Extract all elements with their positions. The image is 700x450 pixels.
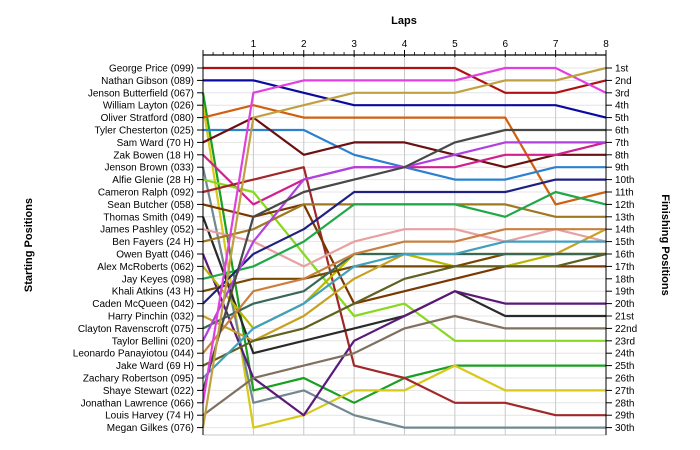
x-tick-label: 3: [351, 39, 357, 50]
finish-position-label: 14th: [615, 225, 634, 236]
finish-position-label: 17th: [615, 262, 634, 273]
driver-label: Taylor Bellini (020): [112, 336, 194, 347]
left-axis-title: Starting Positions: [23, 198, 35, 292]
finish-position-label: 15th: [615, 237, 634, 248]
driver-label: Clayton Ravenscroft (075): [78, 324, 194, 335]
finish-position-label: 5th: [615, 113, 629, 124]
driver-label: Zak Bowen (18 H): [113, 150, 194, 161]
series-line: [203, 66, 607, 94]
driver-label: Oliver Stratford (080): [101, 113, 194, 124]
finish-position-label: 8th: [615, 150, 629, 161]
x-tick-label: 7: [553, 39, 559, 50]
driver-label: Zachary Robertson (095): [83, 374, 194, 385]
driver-label: Tyler Chesterton (025): [95, 126, 195, 137]
finish-position-label: 28th: [615, 398, 634, 409]
finish-position-label: 25th: [615, 361, 634, 372]
driver-label: Jake Ward (69 H): [116, 361, 194, 372]
driver-label: William Layton (026): [103, 101, 194, 112]
driver-label: Sam Ward (70 H): [117, 138, 194, 149]
finish-position-label: 6th: [615, 126, 629, 137]
finish-position-label: 29th: [615, 411, 634, 422]
series-line: [202, 116, 606, 169]
finish-position-label: 21st: [615, 312, 634, 323]
series-line: [202, 240, 606, 379]
series-line: [202, 228, 606, 354]
driver-label: Ben Fayers (24 H): [112, 237, 194, 248]
series-line: [202, 166, 606, 417]
driver-label: Jonathan Lawrence (066): [81, 398, 194, 409]
series-line: [201, 166, 606, 429]
series-line: [202, 104, 607, 206]
x-axis-title: Laps: [391, 15, 417, 27]
series-line: [203, 79, 607, 119]
finish-position-label: 26th: [615, 374, 634, 385]
finish-position-label: 9th: [615, 163, 629, 174]
finish-position-label: 20th: [615, 299, 634, 310]
series-line: [201, 253, 606, 417]
driver-label: Thomas Smith (049): [103, 212, 194, 223]
axes: 1 2 3 4 5 6 7 8: [202, 39, 609, 435]
finish-position-label: 18th: [615, 274, 634, 285]
driver-label: Megan Gilkes (076): [107, 423, 194, 434]
series-line: [201, 66, 607, 403]
finish-position-label: 27th: [615, 386, 634, 397]
finish-position-label: 24th: [615, 349, 634, 360]
x-tick-label: 6: [502, 39, 508, 50]
driver-label: Alex McRoberts (062): [97, 262, 194, 273]
finish-position-label: 4th: [615, 101, 629, 112]
driver-label: Jenson Butterfield (067): [88, 88, 194, 99]
finish-position-label: 16th: [615, 250, 634, 261]
driver-label: Alfie Glenie (28 H): [112, 175, 194, 186]
driver-label: Caden McQueen (042): [92, 299, 194, 310]
driver-label: Leonardo Panayiotou (044): [73, 349, 194, 360]
x-tick-label: 4: [402, 39, 408, 50]
driver-label: Owen Byatt (046): [116, 250, 194, 261]
finish-position-label: 1st: [615, 64, 629, 75]
series-lines: [201, 66, 607, 429]
series-line: [202, 178, 606, 305]
finish-position-label: 30th: [615, 423, 634, 434]
driver-label: Sean Butcher (058): [107, 200, 194, 211]
series-line: [202, 314, 606, 417]
driver-label: George Price (099): [109, 64, 194, 75]
driver-label: Nathan Gibson (089): [101, 76, 194, 87]
labels: George Price (099)Nathan Gibson (089)Jen…: [73, 64, 637, 435]
series-line: [201, 105, 606, 429]
finish-position-label: 13th: [615, 212, 634, 223]
driver-label: Harry Pinchin (032): [108, 312, 194, 323]
x-tick-label: 8: [603, 39, 609, 50]
series-line: [202, 190, 607, 280]
series-line: [201, 66, 607, 428]
series-line: [201, 128, 606, 391]
driver-label: Khali Atkins (43 H): [112, 287, 194, 298]
finish-position-label: 22nd: [615, 324, 637, 335]
x-tick-label: 1: [251, 39, 257, 50]
driver-label: James Pashley (052): [100, 225, 194, 236]
driver-label: Shaye Stewart (022): [103, 386, 194, 397]
finish-position-label: 3rd: [615, 88, 629, 99]
finish-position-label: 23rd: [615, 336, 635, 347]
finish-position-label: 11th: [615, 188, 634, 199]
driver-label: Cameron Ralph (092): [98, 188, 194, 199]
series-line: [202, 228, 607, 268]
x-tick-label: 5: [452, 39, 458, 50]
finish-position-label: 2nd: [615, 76, 632, 87]
finish-position-label: 10th: [615, 175, 634, 186]
finish-position-label: 19th: [615, 287, 634, 298]
right-axis-title: Finishing Positions: [659, 194, 671, 295]
driver-label: Jenson Brown (033): [105, 163, 195, 174]
finish-position-label: 12th: [615, 200, 634, 211]
x-tick-label: 2: [301, 39, 307, 50]
driver-label: Jay Keyes (098): [122, 274, 194, 285]
driver-label: Louis Harvey (74 H): [105, 411, 194, 422]
series-line: [202, 252, 607, 367]
finish-position-label: 7th: [615, 138, 629, 149]
